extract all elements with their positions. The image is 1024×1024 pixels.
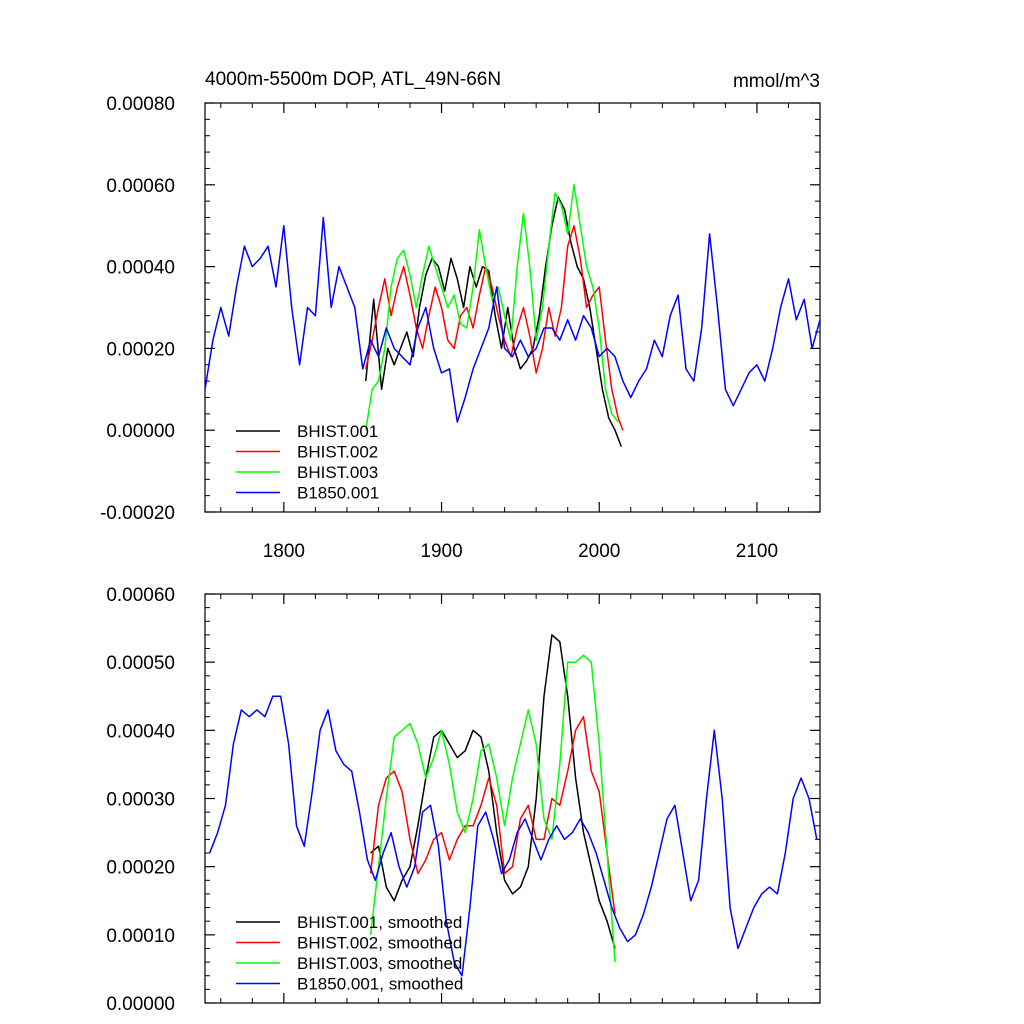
y-tick-label: 0.00020	[106, 339, 175, 360]
bottom-series-lines	[209, 634, 818, 977]
series-line-bhist-003	[365, 184, 619, 431]
top-plot-frame	[204, 102, 821, 513]
bottom-panel: 0.00000 0.00010 0.00020 0.00030 0.00040 0.000…	[106, 585, 821, 1015]
legend-label: BHIST.002	[297, 443, 378, 462]
top-series-lines	[204, 184, 821, 447]
y-tick-label: 0.00030	[106, 790, 175, 811]
y-tick-label: 0.00010	[106, 926, 175, 947]
top-chart-title: 4000m-5500m DOP, ATL_49N-66N	[205, 69, 501, 90]
series-line-bhist-001-smoothed	[370, 634, 616, 949]
series-line-bhist-002	[365, 224, 624, 431]
y-tick-label: 0.00080	[106, 94, 175, 115]
y-tick-label: 0.00060	[106, 176, 175, 197]
bottom-axis-ticks	[205, 593, 821, 1004]
y-tick-label: 0.00000	[106, 421, 175, 442]
legend-label: B1850.001	[297, 484, 379, 503]
bottom-y-tick-labels: 0.00000 0.00010 0.00020 0.00030 0.00040 0.000…	[106, 585, 175, 1015]
top-x-tick-labels: 1800 1900 2000 2100	[263, 541, 778, 562]
legend-label: BHIST.002, smoothed	[297, 934, 462, 953]
series-line-b1850-001-smoothed	[209, 695, 818, 977]
top-y-tick-labels: -0.00020 0.00000 0.00020 0.00040 0.00060 0.00…	[100, 94, 175, 524]
legend-label: BHIST.003, smoothed	[297, 954, 462, 973]
top-chart-units: mmol/m^3	[733, 71, 820, 92]
y-tick-label: 0.00040	[106, 258, 175, 279]
y-tick-label: 0.00020	[106, 858, 175, 879]
bottom-legend: BHIST.001, smoothed BHIST.002, smoothedBH…	[236, 913, 463, 994]
y-tick-label: -0.00020	[100, 503, 175, 524]
series-line-bhist-002-smoothed	[369, 715, 616, 915]
top-axis-ticks	[205, 102, 821, 513]
legend-label: BHIST.001, smoothed	[297, 913, 462, 932]
series-line-bhist-001	[365, 196, 623, 447]
y-tick-label: 0.00050	[106, 653, 175, 674]
legend-label: B1850.001, smoothed	[297, 975, 463, 994]
y-tick-label: 0.00040	[106, 721, 175, 742]
legend-label: BHIST.001	[297, 422, 378, 441]
y-tick-label: 0.00060	[106, 585, 175, 606]
x-tick-label: 2100	[736, 541, 778, 562]
y-tick-label: 0.00000	[106, 994, 175, 1015]
series-line-bhist-003-smoothed	[369, 654, 616, 963]
series-line-b1850-001	[204, 216, 821, 423]
x-tick-label: 2000	[578, 541, 620, 562]
top-panel: 4000m-5500m DOP, ATL_49N-66N mmol/m^3 -0…	[100, 69, 821, 562]
x-tick-label: 1900	[420, 541, 462, 562]
legend-label: BHIST.003	[297, 463, 378, 482]
x-tick-label: 1800	[263, 541, 305, 562]
